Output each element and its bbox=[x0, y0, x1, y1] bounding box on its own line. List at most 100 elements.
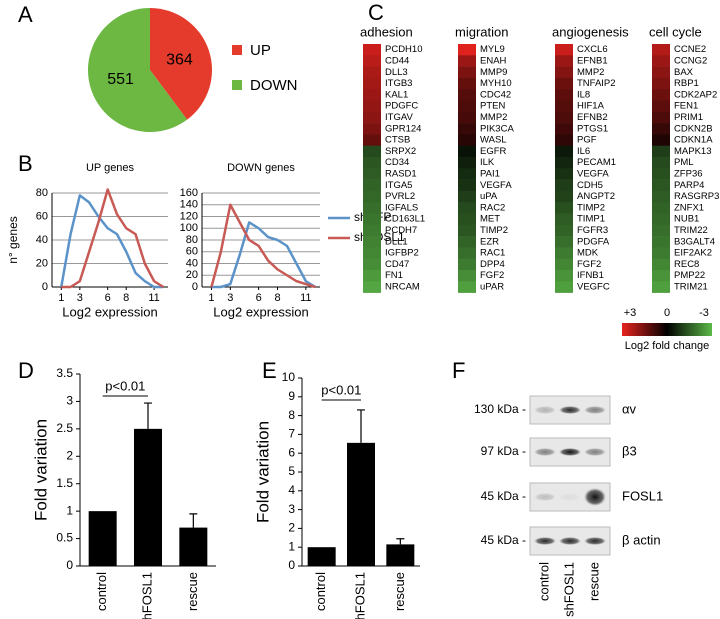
panel-label: C bbox=[368, 0, 384, 25]
gene-label: PVRL2 bbox=[385, 191, 415, 202]
gene-label: CXCL6 bbox=[577, 44, 608, 55]
heatmap-cell bbox=[652, 224, 670, 237]
x-tick-label: 1 bbox=[208, 292, 214, 304]
y-tick-label: 160 bbox=[180, 187, 198, 199]
gene-label: PECAM1 bbox=[577, 157, 616, 168]
panel-label: A bbox=[18, 2, 33, 27]
colorbar-tick-label: 0 bbox=[664, 307, 670, 319]
gene-label: EZR bbox=[480, 236, 499, 247]
x-tick-label: 8 bbox=[123, 292, 129, 304]
heatmap-cell bbox=[363, 179, 381, 192]
gene-label: NRCAM bbox=[385, 281, 420, 292]
heatmap-cell bbox=[458, 77, 476, 90]
gene-label: MDK bbox=[577, 248, 599, 259]
heatmap-cell bbox=[555, 145, 573, 158]
heatmap-cell bbox=[652, 168, 670, 180]
gene-label: MET bbox=[480, 214, 500, 225]
gene-label: PDGFC bbox=[385, 101, 418, 112]
panel-label: F bbox=[452, 358, 465, 383]
heatmap-cell bbox=[652, 213, 670, 226]
error-bar bbox=[396, 538, 405, 545]
y-tick-label: 1.5 bbox=[56, 476, 73, 490]
gene-label: PML bbox=[674, 157, 694, 168]
heatmap-cell bbox=[458, 55, 476, 67]
heatmap-cell bbox=[458, 123, 476, 135]
gene-label: NUB1 bbox=[674, 214, 699, 225]
y-axis-label: Fold variation bbox=[253, 421, 272, 523]
marker-label: 45 kDa - bbox=[481, 533, 526, 547]
gene-label: CDKN2B bbox=[674, 123, 713, 134]
heatmap-cell bbox=[363, 270, 381, 282]
heatmap-cell bbox=[458, 134, 476, 146]
gene-label: TNFAIP2 bbox=[577, 78, 616, 89]
heatmap-cell bbox=[652, 123, 670, 135]
y-tick-label: 80 bbox=[186, 234, 198, 246]
gene-label: ITGAV bbox=[385, 112, 413, 123]
gene-label: DPP4 bbox=[480, 259, 505, 270]
x-tick-label: shFOSL1 bbox=[139, 572, 154, 619]
gene-label: BAX bbox=[674, 67, 694, 78]
gene-label: ENAH bbox=[480, 55, 507, 66]
bar bbox=[179, 527, 208, 566]
group-title: adhesion bbox=[360, 24, 413, 39]
heatmap-cell bbox=[363, 224, 381, 237]
group-title: migration bbox=[455, 24, 508, 39]
heatmap-cell bbox=[458, 258, 476, 271]
gene-label: IL8 bbox=[577, 89, 590, 100]
gene-label: PTEN bbox=[480, 101, 505, 112]
blot-band bbox=[534, 537, 556, 545]
gene-label: PIK3CA bbox=[480, 123, 514, 134]
y-tick-label: 40 bbox=[186, 257, 198, 269]
heatmap-cell bbox=[652, 134, 670, 146]
chart-title: DOWN genes bbox=[227, 162, 295, 174]
heatmap-cell bbox=[555, 281, 573, 293]
gene-label: CDH5 bbox=[577, 180, 603, 191]
y-tick-label: 80 bbox=[36, 187, 48, 199]
blot-band bbox=[559, 537, 581, 545]
y-tick-label: 60 bbox=[186, 246, 198, 258]
gene-label: REC8 bbox=[674, 259, 699, 270]
x-tick-label: control bbox=[313, 572, 328, 611]
heatmap-cell bbox=[555, 202, 573, 214]
marker-label: 97 kDa - bbox=[481, 444, 526, 458]
gene-label: EGFR bbox=[480, 146, 507, 157]
gene-label: HIF1A bbox=[577, 101, 605, 112]
y-tick-label: 20 bbox=[186, 269, 198, 281]
heatmap-cell bbox=[363, 157, 381, 169]
y-axis-label: n° genes bbox=[6, 216, 20, 264]
heatmap-cell bbox=[652, 44, 670, 56]
heatmap-cell bbox=[652, 281, 670, 293]
gene-label: MMP9 bbox=[480, 67, 507, 78]
y-tick-label: 140 bbox=[180, 199, 198, 211]
heatmap-cell bbox=[652, 157, 670, 169]
colorbar-tick-label: +3 bbox=[624, 307, 637, 319]
gene-label: FEN1 bbox=[674, 101, 698, 112]
gene-label: PRIM1 bbox=[674, 112, 703, 123]
gene-label: ZFP36 bbox=[674, 168, 703, 179]
heatmap-cell bbox=[458, 270, 476, 282]
heatmap-cell bbox=[363, 100, 381, 113]
x-tick-label: 6 bbox=[256, 292, 262, 304]
heatmap-cell bbox=[363, 202, 381, 214]
x-tick-label: 8 bbox=[274, 292, 280, 304]
gene-label: TIMP1 bbox=[577, 214, 605, 225]
y-tick-label: 1 bbox=[288, 539, 295, 553]
x-tick-label: shFOSL1 bbox=[352, 572, 367, 619]
heatmap-cell bbox=[555, 100, 573, 113]
pie-slice bbox=[87, 8, 188, 132]
gene-label: PCDH7 bbox=[385, 225, 417, 236]
gene-label: CDKN1A bbox=[674, 135, 713, 146]
heatmap-cell bbox=[363, 258, 381, 271]
gene-label: PAI1 bbox=[480, 168, 500, 179]
heatmap-cell bbox=[458, 202, 476, 214]
gene-label: TRIM21 bbox=[674, 281, 708, 292]
gene-label: PMP22 bbox=[674, 270, 705, 281]
heatmap-cell bbox=[555, 236, 573, 248]
gene-label: ITGA5 bbox=[385, 180, 412, 191]
gene-label: IL6 bbox=[577, 146, 590, 157]
heatmap-cell bbox=[555, 55, 573, 67]
annotation: p<0.01 bbox=[321, 382, 361, 397]
gene-label: FGF2 bbox=[577, 259, 601, 270]
heatmap-cell bbox=[555, 258, 573, 271]
